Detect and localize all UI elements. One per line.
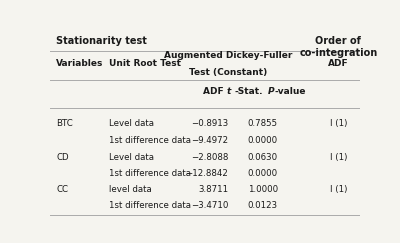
Text: −3.4710: −3.4710: [191, 200, 228, 209]
Text: 0.0000: 0.0000: [248, 169, 278, 178]
Text: ADF: ADF: [328, 59, 349, 68]
Text: 1st difference data: 1st difference data: [109, 169, 191, 178]
Text: Level data: Level data: [109, 119, 154, 128]
Text: 0.0000: 0.0000: [248, 136, 278, 145]
Text: Stationarity test: Stationarity test: [56, 36, 147, 46]
Text: t: t: [227, 87, 231, 96]
Text: Order of
co-integration: Order of co-integration: [299, 36, 378, 58]
Text: 0.0630: 0.0630: [248, 153, 278, 162]
Text: -value: -value: [275, 87, 306, 96]
Text: ADF: ADF: [203, 87, 227, 96]
Text: I (1): I (1): [330, 185, 347, 194]
Text: CD: CD: [56, 153, 69, 162]
Text: level data: level data: [109, 185, 152, 194]
Text: Augmented Dickey-Fuller: Augmented Dickey-Fuller: [164, 51, 292, 60]
Text: Level data: Level data: [109, 153, 154, 162]
Text: Variables: Variables: [56, 59, 104, 68]
Text: BTC: BTC: [56, 119, 73, 128]
Text: 1.0000: 1.0000: [248, 185, 278, 194]
Text: 3.8711: 3.8711: [198, 185, 228, 194]
Text: −2.8088: −2.8088: [191, 153, 228, 162]
Text: 0.7855: 0.7855: [248, 119, 278, 128]
Text: Unit Root Test: Unit Root Test: [109, 59, 181, 68]
Text: −0.8913: −0.8913: [191, 119, 228, 128]
Text: Test (Constant): Test (Constant): [189, 69, 267, 78]
Text: CC: CC: [56, 185, 68, 194]
Text: I (1): I (1): [330, 119, 347, 128]
Text: −12.8842: −12.8842: [185, 169, 228, 178]
Text: 1st difference data: 1st difference data: [109, 200, 191, 209]
Text: I (1): I (1): [330, 153, 347, 162]
Text: −9.4972: −9.4972: [191, 136, 228, 145]
Text: 1st difference data: 1st difference data: [109, 136, 191, 145]
Text: 0.0123: 0.0123: [248, 200, 278, 209]
Text: -Stat.: -Stat.: [234, 87, 263, 96]
Text: P: P: [268, 87, 275, 96]
